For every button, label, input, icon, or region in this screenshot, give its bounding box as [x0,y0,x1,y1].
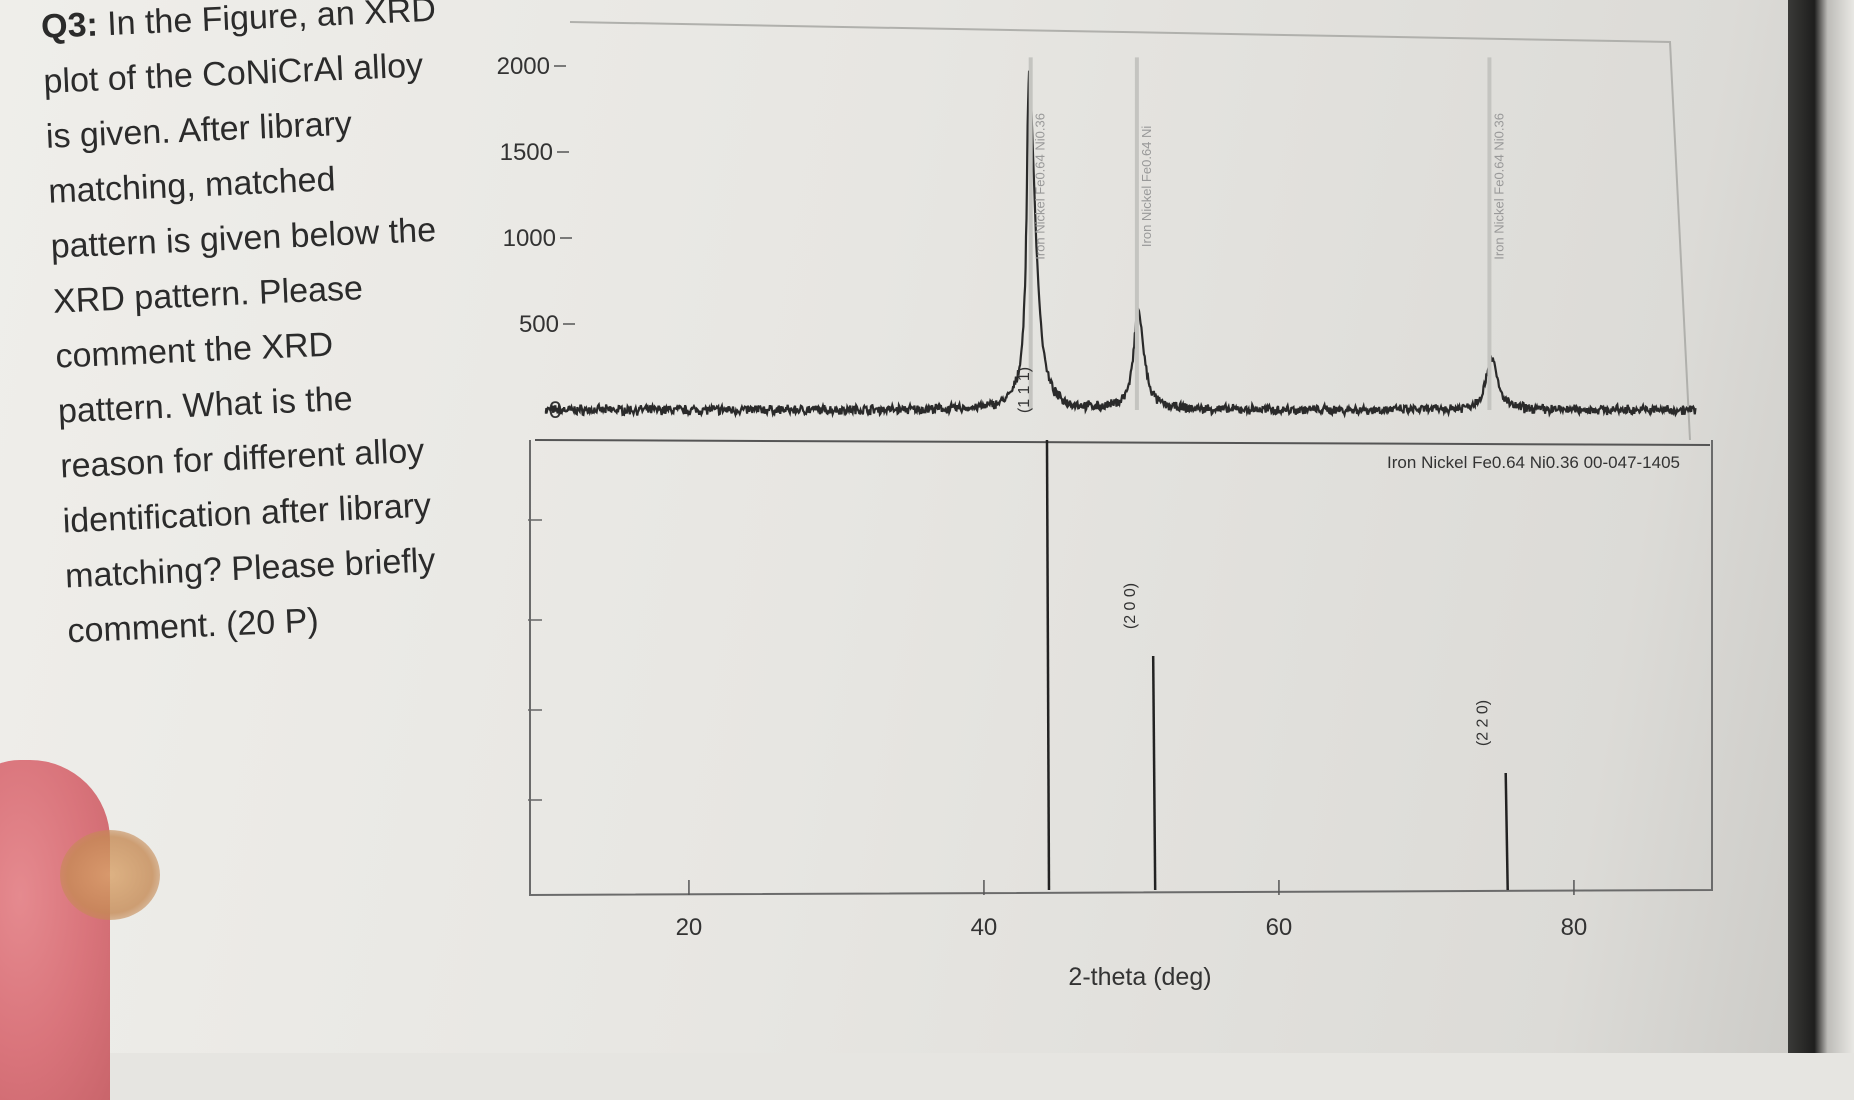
y-tick-label: 1500 [500,139,553,166]
reference-stick [1045,439,1051,891]
hkl-label: (2 2 0) [1475,700,1492,746]
reference-marker-label: Iron Nickel Fe0.64 Ni0.36 [1033,113,1048,260]
xrd-pattern-line [544,70,1697,419]
y-tick-label: 500 [519,311,559,338]
x-tick-label: 20 [676,914,703,941]
x-tick-label: 40 [971,914,998,941]
y-tick-label: 1000 [503,225,556,252]
plot-frame [529,21,1713,897]
reference-stick [1504,772,1509,891]
lower-frame [529,440,1713,897]
hkl-label: (2 0 0) [1122,583,1139,629]
hkl-label: (1 1 1) [1016,367,1033,413]
book-binding-edge [1788,0,1854,1053]
reference-pattern-title: Iron Nickel Fe0.64 Ni0.36 00-047-1405 [1387,453,1680,472]
x-axis-label: 2-theta (deg) [1068,963,1211,991]
x-tick-label: 60 [1266,914,1293,941]
y-tick-label: 2000 [497,53,550,80]
plot-divider [534,439,1711,446]
finger [0,760,110,1100]
reference-marker-label: Iron Nickel Fe0.64 Ni0.36 [1491,113,1506,260]
reference-pattern-plot: Iron Nickel Fe0.64 Ni0.36 00-047-1405 (1 … [528,367,1680,891]
reference-marker-label: Iron Nickel Fe0.64 Ni [1139,126,1154,247]
x-tick-label: 80 [1561,914,1588,941]
reference-stick [1151,655,1157,891]
upper-frame [569,21,1691,441]
fingernail [60,830,160,920]
paper-page [0,0,1854,1053]
x-axis: 20 40 60 80 2-theta (deg) [676,880,1588,991]
